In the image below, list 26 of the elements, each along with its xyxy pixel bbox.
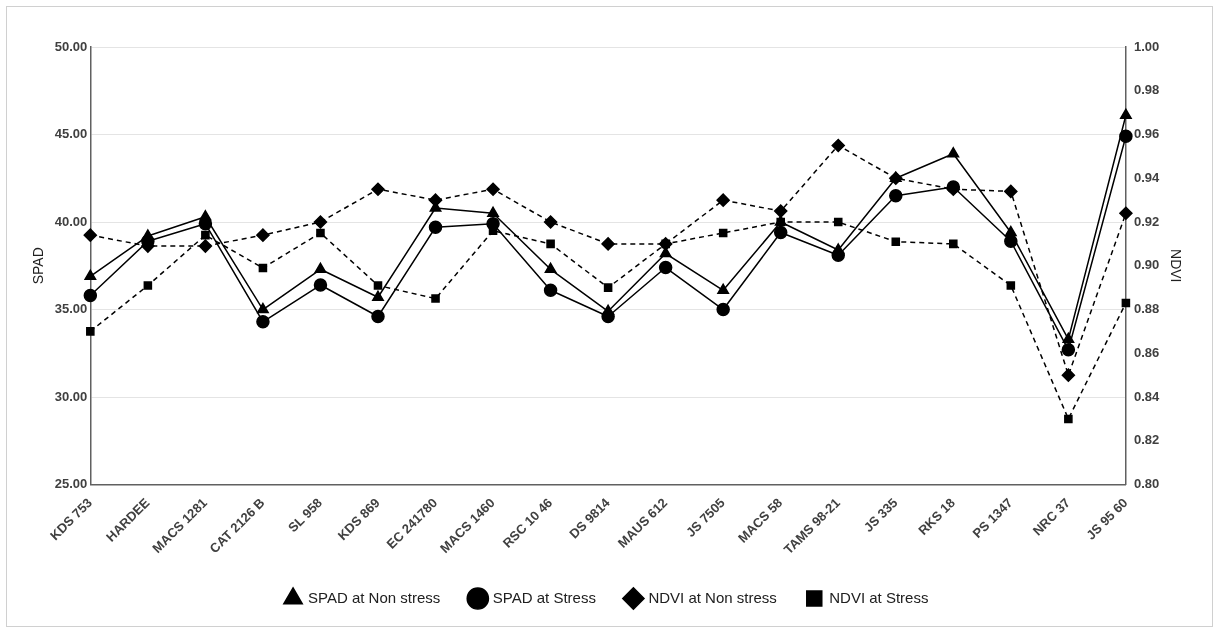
x-tick-label: SL 958	[285, 495, 326, 536]
y2-tick-label: 0.82	[1133, 432, 1160, 448]
y2-tick-label: 0.92	[1133, 213, 1160, 229]
y2-tick-label: 0.96	[1133, 126, 1160, 142]
y2-tick-label: 0.94	[1133, 169, 1160, 185]
y2-tick-label: 0.80	[1133, 476, 1160, 492]
y-tick-label: 25.00	[54, 476, 88, 492]
y-tick-label: 30.00	[54, 388, 88, 404]
y-axis-title: SPAD	[30, 247, 47, 285]
legend-label: NDVI at Stress	[829, 588, 929, 606]
y2-tick-label: 0.88	[1133, 301, 1160, 317]
y-tick-label: 40.00	[54, 213, 88, 229]
y-tick-label: 50.00	[54, 38, 88, 54]
y2-tick-label: 1.00	[1133, 38, 1160, 54]
y2-tick-label: 0.90	[1133, 257, 1160, 273]
y2-axis-title: NDVI	[1167, 249, 1184, 283]
y2-tick-label: 0.84	[1133, 388, 1160, 404]
y-tick-label: 35.00	[54, 301, 88, 317]
y2-tick-label: 0.86	[1133, 344, 1160, 360]
x-tick-label: JS 95 60	[1083, 495, 1131, 543]
y2-tick-label: 0.98	[1133, 82, 1160, 98]
x-tick-label: JS 335	[860, 495, 901, 535]
legend-label: NDVI at Non stress	[648, 588, 777, 606]
legend-label: SPAD at Stress	[492, 588, 596, 606]
y-tick-label: 45.00	[54, 126, 88, 142]
legend-label: SPAD at Non stress	[308, 588, 441, 606]
